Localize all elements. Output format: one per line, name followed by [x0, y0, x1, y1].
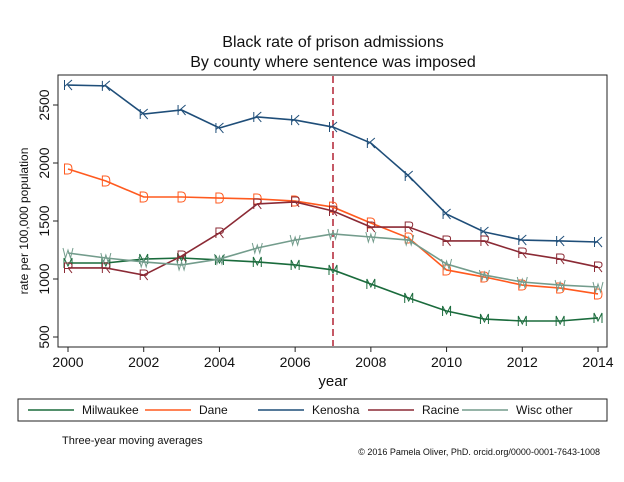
data-marker-wisc-other	[403, 234, 415, 247]
data-marker-kenosha	[177, 104, 186, 116]
data-marker-wisc-other	[176, 259, 188, 272]
data-marker-racine	[442, 235, 452, 247]
data-marker-racine	[518, 247, 527, 259]
y-tick-label: 1000	[36, 263, 52, 294]
data-marker-racine	[253, 198, 262, 210]
data-marker-wisc-other	[289, 234, 301, 247]
chart-subtitle: By county where sentence was imposed	[190, 54, 475, 71]
data-marker-dane	[480, 271, 489, 283]
x-tick-label: 2014	[582, 354, 613, 370]
data-marker-milwaukee	[101, 257, 111, 268]
data-marker-wisc-other	[365, 231, 377, 244]
legend-label-kenosha: Kenosha	[312, 403, 360, 417]
data-marker-wisc-other	[327, 228, 339, 241]
y-tick-label: 1500	[36, 205, 52, 236]
x-tick-label: 2008	[355, 354, 386, 370]
series-line-wisc-other	[67, 233, 599, 288]
data-marker-wisc-other	[251, 242, 263, 255]
series-line-dane	[67, 168, 599, 295]
legend-label-dane: Dane	[199, 403, 228, 417]
y-tick-label: 2500	[36, 89, 52, 120]
y-tick-label: 500	[36, 325, 52, 349]
data-marker-wisc-other	[100, 252, 112, 265]
data-marker-milwaukee	[328, 264, 338, 275]
data-marker-kenosha	[329, 121, 338, 133]
legend-label-milwaukee: Milwaukee	[82, 403, 139, 417]
data-marker-milwaukee	[290, 259, 300, 270]
data-marker-kenosha	[291, 114, 300, 126]
x-tick-label: 2012	[507, 354, 538, 370]
data-marker-kenosha	[253, 111, 262, 123]
data-marker-racine	[480, 235, 489, 247]
data-marker-dane	[64, 163, 73, 175]
data-marker-milwaukee	[479, 313, 489, 325]
data-marker-dane	[101, 175, 111, 187]
data-marker-kenosha	[64, 79, 73, 91]
y-axis-label: rate per 100,000 population	[17, 148, 31, 295]
data-marker-milwaukee	[404, 292, 414, 304]
data-marker-wisc-other	[592, 281, 604, 294]
data-marker-wisc-other	[554, 279, 566, 292]
legend-box	[17, 398, 608, 422]
x-tick-label: 2000	[52, 354, 83, 370]
data-marker-kenosha	[442, 208, 451, 220]
chart-credit: © 2016 Pamela Oliver, PhD. orcid.org/000…	[358, 447, 600, 457]
data-marker-milwaukee	[593, 312, 603, 323]
data-marker-kenosha	[366, 137, 376, 149]
x-axis-label: year	[318, 373, 347, 390]
data-marker-milwaukee	[63, 257, 73, 268]
data-marker-kenosha	[594, 236, 603, 248]
legend-label-wisc-other: Wisc other	[516, 403, 573, 417]
x-tick-label: 2010	[431, 354, 462, 370]
x-tick-label: 2002	[128, 354, 159, 370]
data-marker-wisc-other	[516, 276, 528, 289]
data-marker-wisc-other	[478, 269, 490, 282]
data-marker-dane	[177, 191, 187, 203]
data-marker-kenosha	[404, 170, 414, 182]
y-tick-label: 2000	[36, 147, 52, 178]
data-marker-racine	[215, 227, 224, 239]
chart-title: Black rate of prison admissions	[222, 34, 443, 51]
data-marker-wisc-other	[441, 258, 453, 271]
data-marker-kenosha	[518, 234, 527, 246]
data-marker-kenosha	[101, 80, 111, 92]
data-marker-racine	[556, 253, 565, 265]
legend-label-racine: Racine	[422, 403, 460, 417]
chart-note: Three-year moving averages	[62, 435, 203, 447]
data-marker-racine	[139, 269, 149, 281]
data-marker-wisc-other	[138, 256, 150, 269]
data-marker-kenosha	[556, 235, 565, 247]
data-marker-dane	[518, 279, 527, 291]
data-marker-milwaukee	[442, 305, 452, 317]
data-marker-kenosha	[139, 108, 149, 120]
data-marker-racine	[101, 262, 111, 274]
data-marker-wisc-other	[213, 253, 225, 266]
data-marker-kenosha	[215, 122, 224, 134]
data-marker-racine	[594, 261, 603, 273]
data-marker-racine	[64, 262, 73, 274]
data-marker-racine	[404, 221, 414, 233]
data-marker-racine	[366, 221, 376, 233]
data-marker-racine	[329, 205, 338, 217]
data-marker-dane	[215, 192, 224, 204]
data-marker-milwaukee	[366, 278, 376, 289]
x-tick-label: 2004	[204, 354, 235, 370]
data-marker-wisc-other	[62, 247, 74, 260]
data-marker-racine	[291, 196, 300, 208]
series-line-milwaukee	[68, 257, 599, 322]
data-marker-dane	[556, 282, 565, 294]
data-marker-dane	[139, 191, 149, 203]
data-marker-milwaukee	[517, 315, 527, 326]
data-marker-milwaukee	[555, 315, 565, 326]
data-marker-racine	[177, 250, 187, 262]
x-tick-label: 2006	[280, 354, 311, 370]
data-marker-milwaukee	[252, 256, 262, 267]
